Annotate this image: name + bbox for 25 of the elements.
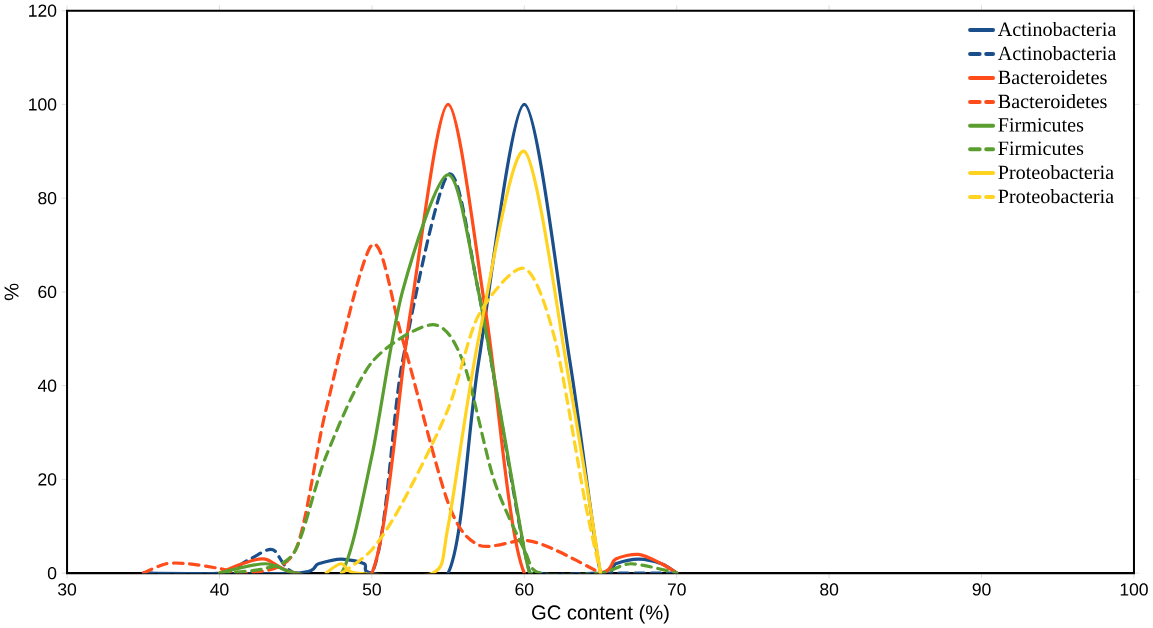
y-tick-label: 100: [29, 98, 57, 111]
x-tick-label: 100: [1120, 583, 1148, 596]
legend-label: Proteobacteria: [998, 164, 1114, 180]
legend-label: Firmicutes: [998, 118, 1084, 132]
y-tick-label: 60: [38, 285, 57, 299]
x-tick-label: 60: [515, 583, 534, 596]
x-tick-label: 70: [667, 583, 686, 596]
x-tick-label: 90: [972, 583, 991, 596]
x-tick-label: 80: [820, 583, 839, 596]
legend-label: Bacteroidetes: [998, 70, 1107, 85]
y-tick-label: 0: [47, 566, 57, 580]
y-tick-label: 40: [37, 379, 57, 392]
legend-label: Actinobacteria: [997, 45, 1117, 61]
legend-label: Firmicutes: [998, 141, 1084, 156]
legend-label: Bacteroidetes: [998, 94, 1107, 109]
y-tick-label: 120: [29, 4, 57, 17]
y-tick-label: 80: [38, 191, 57, 205]
x-axis-title: GC content (%): [532, 604, 669, 624]
x-tick-label: 30: [58, 583, 77, 596]
x-tick-label: 40: [210, 583, 229, 596]
legend-label: Actinobacteria: [997, 21, 1117, 37]
x-tick-label: 50: [362, 583, 381, 596]
y-tick-label: 20: [38, 473, 57, 486]
legend-label: Proteobacteria: [998, 188, 1114, 204]
y-axis-title: %: [4, 283, 19, 301]
